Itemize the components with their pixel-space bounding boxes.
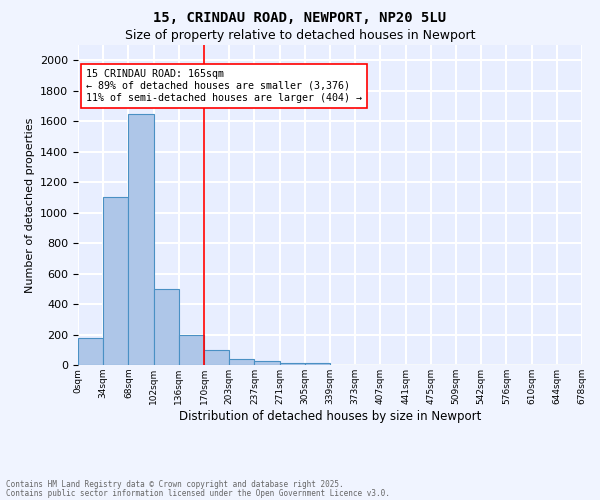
Bar [128, 114, 154, 365]
Text: Size of property relative to detached houses in Newport: Size of property relative to detached ho… [125, 28, 475, 42]
Text: 15 CRINDAU ROAD: 165sqm
← 89% of detached houses are smaller (3,376)
11% of semi: 15 CRINDAU ROAD: 165sqm ← 89% of detache… [86, 70, 362, 102]
Bar [305, 364, 330, 365]
Bar [78, 338, 103, 365]
Text: 15, CRINDAU ROAD, NEWPORT, NP20 5LU: 15, CRINDAU ROAD, NEWPORT, NP20 5LU [154, 12, 446, 26]
Bar [204, 350, 229, 365]
Bar [103, 198, 128, 365]
Bar [229, 359, 254, 365]
Bar [154, 289, 179, 365]
Bar [179, 334, 204, 365]
Text: Contains public sector information licensed under the Open Government Licence v3: Contains public sector information licen… [6, 488, 390, 498]
Bar [280, 362, 305, 365]
Bar [254, 361, 280, 365]
Y-axis label: Number of detached properties: Number of detached properties [25, 118, 35, 292]
Text: Contains HM Land Registry data © Crown copyright and database right 2025.: Contains HM Land Registry data © Crown c… [6, 480, 344, 489]
X-axis label: Distribution of detached houses by size in Newport: Distribution of detached houses by size … [179, 410, 481, 422]
